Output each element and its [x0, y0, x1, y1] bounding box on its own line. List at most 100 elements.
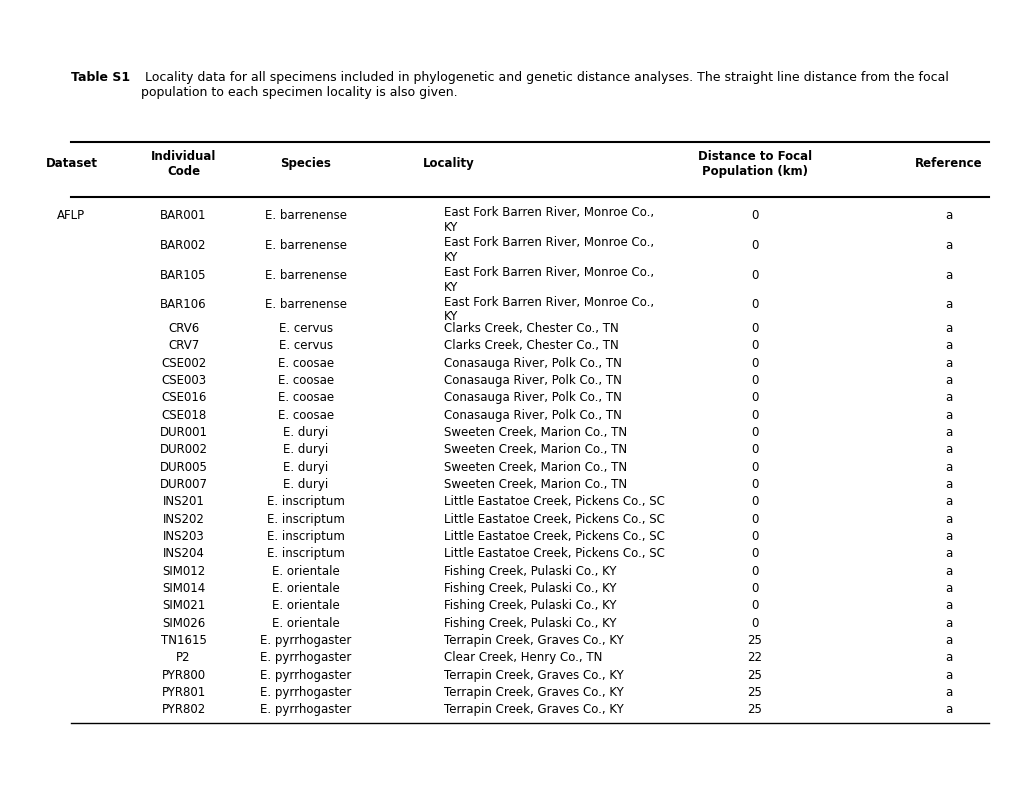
Text: 0: 0 [750, 496, 758, 508]
Text: 0: 0 [750, 239, 758, 251]
Text: Clarks Creek, Chester Co., TN: Clarks Creek, Chester Co., TN [443, 322, 618, 335]
Text: 25: 25 [747, 669, 761, 682]
Text: a: a [944, 374, 952, 387]
Text: E. cervus: E. cervus [278, 322, 333, 335]
Text: East Fork Barren River, Monroe Co.,: East Fork Barren River, Monroe Co., [443, 296, 653, 309]
Text: TN1615: TN1615 [161, 634, 206, 647]
Text: KY: KY [443, 221, 458, 233]
Text: E. coosae: E. coosae [277, 357, 334, 370]
Text: PYR802: PYR802 [161, 704, 206, 716]
Text: E. cervus: E. cervus [278, 340, 333, 352]
Text: 0: 0 [750, 444, 758, 456]
Text: 0: 0 [750, 513, 758, 526]
Text: Conasauga River, Polk Co., TN: Conasauga River, Polk Co., TN [443, 374, 621, 387]
Text: a: a [944, 322, 952, 335]
Text: DUR002: DUR002 [159, 444, 208, 456]
Text: a: a [944, 686, 952, 699]
Text: Conasauga River, Polk Co., TN: Conasauga River, Polk Co., TN [443, 392, 621, 404]
Text: a: a [944, 513, 952, 526]
Text: E. barrenense: E. barrenense [265, 269, 346, 281]
Text: E. orientale: E. orientale [272, 565, 339, 578]
Text: Sweeten Creek, Marion Co., TN: Sweeten Creek, Marion Co., TN [443, 444, 627, 456]
Text: E. pyrrhogaster: E. pyrrhogaster [260, 634, 352, 647]
Text: KY: KY [443, 251, 458, 263]
Text: E. barrenense: E. barrenense [265, 299, 346, 311]
Text: a: a [944, 478, 952, 491]
Text: Terrapin Creek, Graves Co., KY: Terrapin Creek, Graves Co., KY [443, 704, 623, 716]
Text: BAR001: BAR001 [160, 209, 207, 221]
Text: SIM012: SIM012 [162, 565, 205, 578]
Text: Terrapin Creek, Graves Co., KY: Terrapin Creek, Graves Co., KY [443, 634, 623, 647]
Text: a: a [944, 704, 952, 716]
Text: a: a [944, 461, 952, 474]
Text: 25: 25 [747, 686, 761, 699]
Text: E. orientale: E. orientale [272, 617, 339, 630]
Text: a: a [944, 600, 952, 612]
Text: Conasauga River, Polk Co., TN: Conasauga River, Polk Co., TN [443, 409, 621, 422]
Text: a: a [944, 582, 952, 595]
Text: CRV6: CRV6 [168, 322, 199, 335]
Text: Dataset: Dataset [46, 157, 97, 170]
Text: E. pyrrhogaster: E. pyrrhogaster [260, 704, 352, 716]
Text: E. orientale: E. orientale [272, 600, 339, 612]
Text: 0: 0 [750, 426, 758, 439]
Text: 0: 0 [750, 392, 758, 404]
Text: CSE002: CSE002 [161, 357, 206, 370]
Text: E. barrenense: E. barrenense [265, 209, 346, 221]
Text: Little Eastatoe Creek, Pickens Co., SC: Little Eastatoe Creek, Pickens Co., SC [443, 513, 664, 526]
Text: Sweeten Creek, Marion Co., TN: Sweeten Creek, Marion Co., TN [443, 461, 627, 474]
Text: East Fork Barren River, Monroe Co.,: East Fork Barren River, Monroe Co., [443, 236, 653, 249]
Text: 0: 0 [750, 461, 758, 474]
Text: a: a [944, 340, 952, 352]
Text: a: a [944, 357, 952, 370]
Text: 0: 0 [750, 209, 758, 221]
Text: E. inscriptum: E. inscriptum [267, 496, 344, 508]
Text: 0: 0 [750, 357, 758, 370]
Text: CSE003: CSE003 [161, 374, 206, 387]
Text: CRV7: CRV7 [168, 340, 199, 352]
Text: E. barrenense: E. barrenense [265, 239, 346, 251]
Text: 0: 0 [750, 299, 758, 311]
Text: E. duryi: E. duryi [283, 461, 328, 474]
Text: BAR002: BAR002 [160, 239, 207, 251]
Text: 0: 0 [750, 409, 758, 422]
Text: E. coosae: E. coosae [277, 374, 334, 387]
Text: Terrapin Creek, Graves Co., KY: Terrapin Creek, Graves Co., KY [443, 669, 623, 682]
Text: E. pyrrhogaster: E. pyrrhogaster [260, 686, 352, 699]
Text: Clear Creek, Henry Co., TN: Clear Creek, Henry Co., TN [443, 652, 601, 664]
Text: a: a [944, 209, 952, 221]
Text: a: a [944, 269, 952, 281]
Text: E. inscriptum: E. inscriptum [267, 548, 344, 560]
Text: E. duryi: E. duryi [283, 426, 328, 439]
Text: E. coosae: E. coosae [277, 392, 334, 404]
Text: a: a [944, 669, 952, 682]
Text: East Fork Barren River, Monroe Co.,: East Fork Barren River, Monroe Co., [443, 206, 653, 219]
Text: DUR001: DUR001 [159, 426, 208, 439]
Text: E. duryi: E. duryi [283, 444, 328, 456]
Text: E. coosae: E. coosae [277, 409, 334, 422]
Text: CSE016: CSE016 [161, 392, 206, 404]
Text: 25: 25 [747, 634, 761, 647]
Text: Locality: Locality [423, 157, 474, 170]
Text: CSE018: CSE018 [161, 409, 206, 422]
Text: BAR105: BAR105 [160, 269, 207, 281]
Text: PYR800: PYR800 [161, 669, 206, 682]
Text: a: a [944, 299, 952, 311]
Text: Little Eastatoe Creek, Pickens Co., SC: Little Eastatoe Creek, Pickens Co., SC [443, 496, 664, 508]
Text: a: a [944, 409, 952, 422]
Text: a: a [944, 239, 952, 251]
Text: 0: 0 [750, 565, 758, 578]
Text: Species: Species [280, 157, 331, 170]
Text: PYR801: PYR801 [161, 686, 206, 699]
Text: AFLP: AFLP [57, 209, 86, 221]
Text: a: a [944, 392, 952, 404]
Text: Distance to Focal
Population (km): Distance to Focal Population (km) [697, 150, 811, 177]
Text: 0: 0 [750, 548, 758, 560]
Text: INS202: INS202 [162, 513, 205, 526]
Text: P2: P2 [176, 652, 191, 664]
Text: a: a [944, 634, 952, 647]
Text: a: a [944, 548, 952, 560]
Text: Conasauga River, Polk Co., TN: Conasauga River, Polk Co., TN [443, 357, 621, 370]
Text: Little Eastatoe Creek, Pickens Co., SC: Little Eastatoe Creek, Pickens Co., SC [443, 548, 664, 560]
Text: Fishing Creek, Pulaski Co., KY: Fishing Creek, Pulaski Co., KY [443, 582, 615, 595]
